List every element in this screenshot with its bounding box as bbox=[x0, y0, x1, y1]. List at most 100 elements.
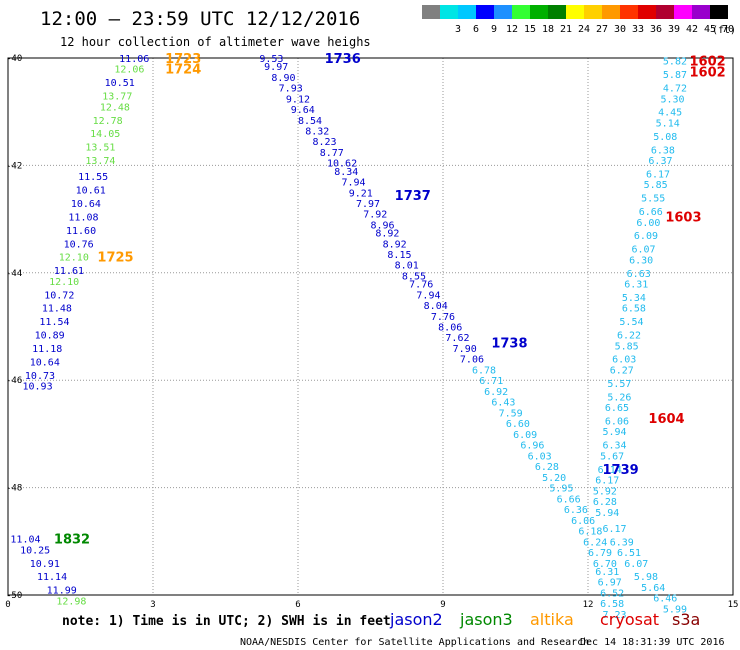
wave-height-value: 6.79 bbox=[588, 548, 612, 559]
wave-height-value: 5.94 bbox=[603, 427, 627, 438]
wave-height-value: 6.58 bbox=[622, 304, 646, 315]
footer-timestamp: Dec 14 18:31:39 UTC 2016 bbox=[580, 637, 725, 648]
wave-height-value: 7.94 bbox=[342, 178, 366, 189]
x-axis-ticks: 0 3 6 9 12 15 bbox=[5, 600, 738, 610]
wave-height-value: 5.34 bbox=[622, 293, 646, 304]
wave-height-value: 10.93 bbox=[23, 382, 53, 393]
wave-height-value: 7.62 bbox=[445, 333, 469, 344]
wave-height-value: 6.22 bbox=[617, 331, 641, 342]
wave-height-value: 5.08 bbox=[653, 132, 677, 143]
legend-label: 18 bbox=[542, 24, 554, 35]
legend-swatch bbox=[638, 5, 656, 19]
wave-height-value: 10.76 bbox=[64, 239, 94, 250]
satellite-legend-jason2: jason2 bbox=[389, 610, 443, 629]
legend-unit: (ft) bbox=[712, 25, 736, 36]
wave-height-value: 6.34 bbox=[603, 441, 627, 452]
legend-swatch bbox=[692, 5, 710, 19]
wave-height-value: 6.37 bbox=[648, 156, 672, 167]
satellite-legend-altika: altika bbox=[530, 610, 574, 629]
legend-swatch bbox=[440, 5, 458, 19]
x-tick-label: 3 bbox=[150, 600, 155, 610]
wave-height-value: 7.92 bbox=[363, 210, 387, 221]
wave-height-value: 5.92 bbox=[593, 486, 617, 497]
pass-number-label: 1602 bbox=[690, 55, 726, 70]
wave-height-value: 4.45 bbox=[658, 108, 682, 119]
legend-label: 12 bbox=[506, 24, 518, 35]
wave-height-value: 7.76 bbox=[409, 280, 433, 291]
wave-height-value: 11.55 bbox=[78, 172, 108, 183]
wave-height-value: 6.39 bbox=[610, 537, 634, 548]
wave-height-value: 6.66 bbox=[639, 207, 663, 218]
wave-height-value: 14.05 bbox=[90, 129, 120, 140]
wave-height-value: 5.64 bbox=[641, 583, 665, 594]
legend-swatch bbox=[458, 5, 476, 19]
wave-height-value: 5.85 bbox=[615, 341, 639, 352]
wave-height-value: 6.14 bbox=[598, 465, 622, 476]
y-tick-label: -40 bbox=[6, 54, 22, 64]
wave-height-value: 12.78 bbox=[93, 116, 123, 127]
wave-height-value: 6.09 bbox=[513, 430, 537, 441]
legend-label: 9 bbox=[491, 24, 497, 35]
wave-height-value: 5.55 bbox=[641, 194, 665, 205]
wave-height-value: 6.06 bbox=[571, 516, 595, 527]
satellite-legend: jason2 jason3 altika cryosat s3a bbox=[389, 610, 700, 629]
legend-label: 45 bbox=[704, 24, 716, 35]
wave-height-value: 7.90 bbox=[453, 344, 477, 355]
wave-height-value: 6.17 bbox=[595, 476, 619, 487]
wave-height-value: 5.20 bbox=[542, 473, 566, 484]
wave-height-value: 10.61 bbox=[76, 186, 106, 197]
wave-height-value: 6.07 bbox=[624, 559, 648, 570]
wave-height-value: 4.72 bbox=[663, 84, 687, 95]
legend-swatch bbox=[530, 5, 548, 19]
wave-height-value: 10.51 bbox=[105, 78, 135, 89]
satellite-legend-s3a: s3a bbox=[672, 610, 700, 629]
footer-credit: NOAA/NESDIS Center for Satellite Applica… bbox=[240, 637, 589, 648]
wave-height-value: 9.12 bbox=[286, 94, 310, 105]
wave-height-value: 8.55 bbox=[402, 271, 426, 282]
wave-height-value: 10.72 bbox=[44, 290, 74, 301]
wave-height-value: 12.98 bbox=[56, 596, 86, 607]
wave-height-value: 5.67 bbox=[600, 451, 624, 462]
wave-height-value: 6.28 bbox=[593, 497, 617, 508]
legend-swatch bbox=[422, 5, 440, 19]
x-tick-label: 12 bbox=[583, 600, 594, 610]
wave-height-value: 6.03 bbox=[612, 355, 636, 366]
wave-height-value: 7.23 bbox=[603, 610, 627, 621]
wave-height-value: 9.64 bbox=[291, 105, 315, 116]
legend-swatch bbox=[494, 5, 512, 19]
wave-height-value: 6.97 bbox=[598, 578, 622, 589]
pass-number-label: 1738 bbox=[491, 337, 527, 352]
wave-height-value: 6.52 bbox=[600, 588, 624, 599]
wave-height-value: 6.03 bbox=[528, 451, 552, 462]
wave-height-value: 5.95 bbox=[549, 484, 573, 495]
x-tick-label: 6 bbox=[295, 600, 300, 610]
wave-height-value: 8.01 bbox=[395, 261, 419, 272]
legend-swatch bbox=[566, 5, 584, 19]
x-tick-label: 15 bbox=[728, 600, 739, 610]
wave-height-value: 6.96 bbox=[520, 441, 544, 452]
wave-height-value: 6.36 bbox=[564, 505, 588, 516]
map-subtitle: 12 hour collection of altimeter wave hei… bbox=[60, 35, 371, 49]
wave-height-value: 7.06 bbox=[460, 355, 484, 366]
wave-height-value: 6.09 bbox=[634, 231, 658, 242]
legend-label: 21 bbox=[560, 24, 572, 35]
legend-label: 42 bbox=[686, 24, 698, 35]
wave-height-value: 8.77 bbox=[320, 148, 344, 159]
pass-number-label: 1739 bbox=[603, 463, 639, 478]
wave-height-value: 11.48 bbox=[42, 304, 72, 315]
x-tick-label: 0 bbox=[5, 600, 10, 610]
legend-label: 3 bbox=[455, 24, 461, 35]
wave-height-value: 8.23 bbox=[313, 137, 337, 148]
wave-height-value: 6.70 bbox=[593, 559, 617, 570]
wave-height-value: 11.08 bbox=[68, 212, 98, 223]
wave-height-value: 10.62 bbox=[327, 159, 357, 170]
y-tick-label: -42 bbox=[6, 161, 22, 171]
wave-height-value: 7.76 bbox=[431, 312, 455, 323]
wave-height-value: 8.15 bbox=[387, 250, 411, 261]
wave-height-value: 6.92 bbox=[484, 387, 508, 398]
legend-swatch bbox=[584, 5, 602, 19]
wave-height-value: 6.31 bbox=[595, 567, 619, 578]
wave-height-value: 10.89 bbox=[35, 331, 65, 342]
legend-label: 24 bbox=[578, 24, 590, 35]
wave-height-value: 5.30 bbox=[661, 94, 685, 105]
